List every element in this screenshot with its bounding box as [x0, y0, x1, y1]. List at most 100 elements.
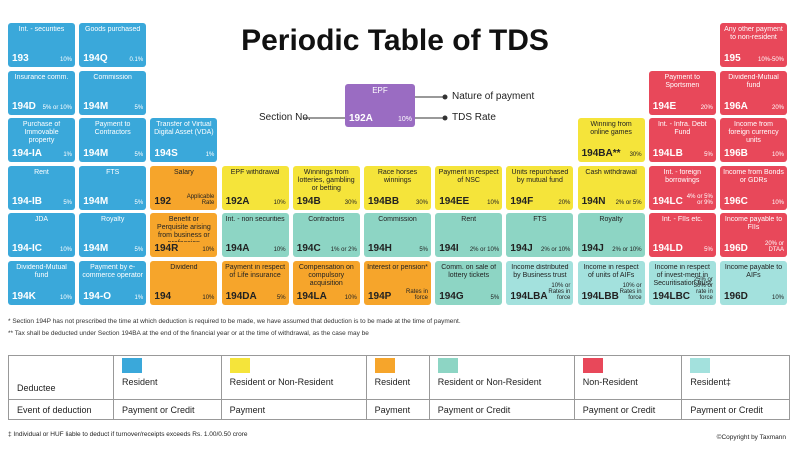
table-cell: Payment to Contractors 194M 5%	[79, 118, 147, 163]
table-cell: Royalty 194M 5%	[79, 213, 147, 258]
rate: 30%	[415, 199, 428, 206]
table-cell: Int. - FIIs etc. 194LD 5%	[648, 213, 716, 258]
swatch	[690, 358, 711, 373]
nature: Payment to Contractors	[94, 121, 131, 137]
title: Periodic Table of TDS	[241, 24, 549, 57]
event: Payment or Credit	[573, 399, 683, 420]
nature: Cash withdrawal	[585, 168, 637, 176]
legend-header: Event of deduction	[8, 399, 114, 420]
section: 196A	[724, 100, 748, 112]
nature: Dividend-Mutual fund	[728, 73, 779, 89]
table-cell: Winning from online games 194BA** 30%	[577, 118, 645, 163]
legend-cell: Non-Resident	[573, 355, 683, 400]
section: 192	[154, 195, 172, 207]
rate: 10% or Rates in force	[548, 283, 571, 301]
table-cell: Int. - securities 193 10%	[8, 23, 75, 67]
section: 194J	[581, 243, 604, 255]
swatch	[437, 358, 458, 373]
table-cell: EPF withdrawal 192A 10%	[221, 165, 289, 210]
table-cell: Int. - foreign borrowings 194LC 4% or 5% o…	[648, 165, 716, 210]
nature: Income payable to AIFs	[724, 264, 783, 279]
rate: 30%	[629, 152, 642, 159]
key-cell: EPF 192A 10%	[345, 84, 415, 127]
table-cell: Income in respect of units of AIFs 194LBB…	[577, 261, 645, 305]
nature: Int. - non securities	[225, 216, 285, 224]
table-cell: Income from foreign currency units 196B 10…	[720, 118, 787, 163]
rate: 10%	[771, 199, 784, 206]
rate: 5%	[134, 152, 144, 159]
section: 194LBB	[581, 291, 619, 302]
section: 194E	[652, 100, 677, 112]
table-cell: Rent 194-IB 5%	[8, 165, 75, 210]
deductee: Resident‡	[690, 377, 731, 387]
note: * Section 194P has not prescribed the ti…	[8, 318, 461, 325]
table-cell: Payment to Sportsmen 194E 20%	[648, 70, 716, 115]
table-cell: Dividend-Mutual fund 196A 20%	[720, 70, 787, 115]
section: 194-O	[83, 291, 111, 302]
section: 194J	[510, 243, 533, 255]
nature: Payment to Sportsmen	[664, 73, 700, 89]
note: ** Tax shall be deducted under Section 1…	[8, 330, 369, 337]
section: 194S	[154, 148, 178, 160]
nature: Race horses winnings	[377, 168, 418, 184]
nature: Commission	[378, 216, 417, 224]
rate: 4% or 5% or 9%	[686, 193, 713, 206]
nature: Any other payment to non-resident	[724, 26, 783, 41]
rate: 5%	[134, 104, 144, 111]
event: Payment or Credit	[113, 399, 222, 420]
section: 194-IC	[12, 243, 43, 255]
rate: 5%	[704, 247, 713, 254]
legend-cell: Resident or Non-Resident	[220, 355, 367, 400]
section: 194G	[439, 291, 464, 302]
rate: 20%	[558, 199, 571, 206]
section: 194F	[510, 195, 534, 207]
section: 194BA**	[581, 148, 621, 160]
rate: 10%	[59, 295, 72, 301]
legend-table: Deductee Resident Resident or Non-Resident…	[8, 355, 790, 420]
table-cell: Interest or pension* 194P Rates in force	[364, 261, 431, 305]
legend-cell: Resident or Non-Resident	[428, 355, 575, 400]
nature: Dividend	[170, 264, 198, 271]
section: 194Q	[83, 53, 108, 64]
rate: 5%	[63, 199, 72, 206]
rate: 1%	[63, 152, 72, 159]
rate: 5%	[134, 199, 144, 206]
deductee: Resident or Non-Resident	[437, 377, 542, 387]
table-cell: Payment by e-commerce operator 194-O 1%	[79, 261, 147, 305]
nature: Comm. on sale of lottery tickets	[441, 264, 497, 279]
nature: Commission	[93, 73, 132, 81]
nature: Payment in respect of NSC	[438, 168, 499, 184]
rate: 10%	[59, 57, 72, 63]
table-cell: Income from Bonds or GDRs 196C 10%	[720, 165, 787, 210]
swatch	[582, 358, 603, 373]
nature: FTS	[533, 216, 547, 224]
table-cell: Payment in respect of NSC 194EE 10%	[435, 165, 503, 210]
rate: 10%	[487, 199, 500, 206]
legend-cell: Resident‡	[681, 355, 790, 400]
table-cell: Income payable to FIIs 196D 20% or DTAA	[720, 213, 787, 258]
rate-label: TDS Rate	[452, 112, 496, 123]
nature: Int. - Infra. Debt Fund	[657, 121, 707, 137]
nature: Dividend-Mutual fund	[16, 264, 67, 279]
section: 194LC	[652, 195, 683, 207]
section: 194LBC	[652, 291, 691, 302]
table-cell: Income payable to AIFs 196D 10%	[720, 261, 787, 305]
section: 195	[724, 53, 741, 64]
section: 194B	[296, 195, 321, 207]
nature-label: Nature of payment	[452, 91, 535, 102]
table-cell: Any other payment to non-resident 195 10%-…	[720, 23, 787, 67]
rate: 5%	[490, 295, 500, 301]
rate: 1%	[205, 152, 215, 159]
nature: Income from foreign currency units	[728, 121, 779, 145]
nature: Payment by e-commerce operator	[82, 264, 144, 279]
table-cell: Int. - non securities 194A 10%	[221, 213, 289, 258]
section: 194C	[296, 243, 321, 255]
section: 194M	[83, 148, 109, 160]
table-cell: Insurance comm. 194D 5% or 10%	[8, 70, 75, 115]
rate: 5%	[134, 247, 144, 254]
section: 193	[12, 53, 29, 64]
nature: Units repurchased by mutual fund	[511, 168, 569, 184]
table-cell: Commission 194M 5%	[79, 70, 147, 115]
rate: 20%	[700, 104, 713, 111]
rate: 20%	[771, 104, 784, 111]
